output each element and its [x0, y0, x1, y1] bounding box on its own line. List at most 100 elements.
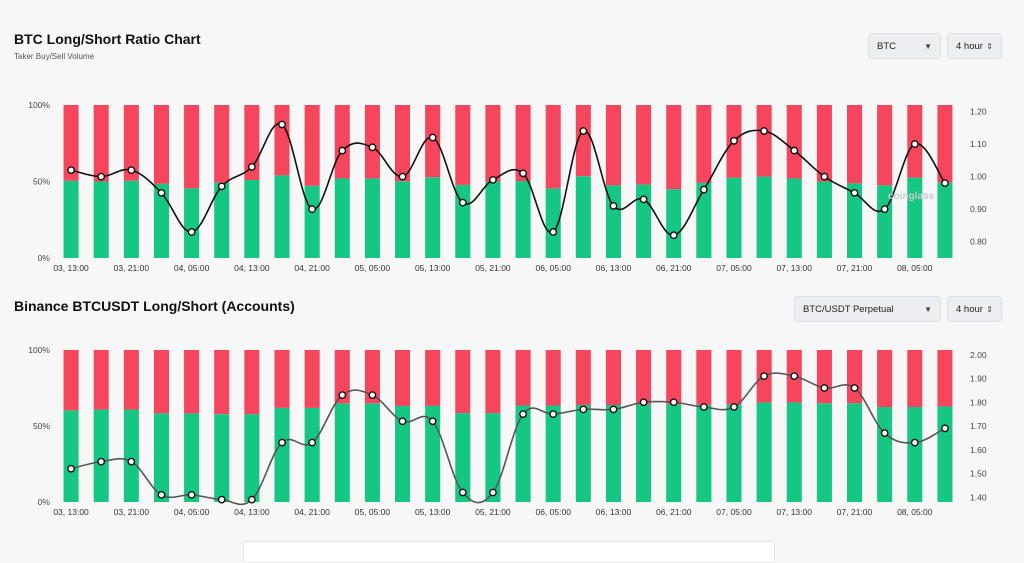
chart2-x-tick: 07, 21:00 — [837, 507, 873, 517]
interval-select-value: 4 hour — [956, 40, 983, 52]
chart2-ratio-point — [519, 410, 527, 419]
chart2-bar-long — [425, 405, 441, 502]
chart1-ratio-point — [157, 188, 166, 197]
chart1-bar-long — [274, 175, 290, 258]
pair-select[interactable]: BTC/USDT Perpetual ▼ — [794, 296, 941, 322]
chart2-ratio-point — [760, 372, 769, 381]
chart1-bar-short — [184, 105, 200, 189]
chart1-bar-short — [153, 105, 169, 184]
chart1-bar-long — [696, 182, 712, 258]
chart1-x-tick: 03, 21:00 — [114, 263, 150, 273]
chart2-bar-short — [907, 350, 923, 407]
chart1-ratio-point — [669, 231, 678, 240]
chart2-ratio-point — [217, 495, 226, 504]
chart1-bar-long — [545, 188, 561, 258]
chart2-bar-long — [696, 404, 712, 502]
chart2-bar-long — [153, 413, 169, 502]
chart1-x-tick: 07, 21:00 — [837, 263, 873, 273]
chart2-bar-long — [937, 406, 953, 502]
chart2-bar-long — [304, 407, 320, 502]
chart1-bar-long — [847, 183, 863, 258]
chart2-bar-long — [123, 409, 139, 502]
chart2-bar-short — [274, 350, 290, 408]
chart2-bar-short — [816, 350, 832, 404]
chart1-x-tick: 06, 13:00 — [596, 263, 632, 273]
chart2-ratio-point — [850, 384, 859, 392]
chart2-bar-long — [847, 403, 863, 502]
chart1-bar-long — [364, 178, 380, 258]
chart2-bar-long — [63, 410, 79, 502]
chart1-bar-short — [545, 105, 561, 189]
chart2-ratio-point — [368, 391, 377, 400]
chart1-left-tick: 100% — [28, 100, 50, 110]
chart1-x-tick: 04, 05:00 — [174, 263, 210, 273]
chart2-ratio-point — [127, 457, 136, 466]
chart2-bar-long — [184, 413, 200, 502]
chart2-ratio-point — [157, 490, 166, 499]
chart1-ratio-point — [880, 205, 889, 214]
chart2-x-tick: 04, 05:00 — [174, 507, 210, 517]
chart2-left-tick: 100% — [28, 345, 50, 355]
chart2-bar-long — [214, 414, 230, 502]
chart1-right-tick: 0.80 — [970, 237, 987, 247]
watermark-logo: coinglass — [888, 191, 935, 202]
chart2-bar-short — [395, 350, 411, 406]
chart1-bar-long — [153, 183, 169, 258]
chart1-bar-short — [847, 105, 863, 184]
chart2-bar-long — [395, 405, 411, 502]
interval-select[interactable]: 4 hour ⇕ — [947, 33, 1002, 59]
chart2-bar-short — [364, 350, 380, 404]
chart1-ratio-point — [127, 166, 136, 175]
chart1-plot: 100% 50% 0% 1.20 1.10 1.00 0.90 0.80 03, 13:00 03… — [28, 100, 987, 273]
chart1-bar-long — [605, 185, 621, 258]
chart2-bar-long — [515, 405, 531, 502]
chart1-bar-short — [485, 105, 501, 182]
chart1-right-tick: 1.00 — [970, 172, 987, 182]
chart1-bar-long — [214, 182, 230, 258]
chart2-bar-long — [364, 403, 380, 502]
chart1-bar-short — [123, 105, 139, 181]
chart1-bar-long — [334, 178, 350, 258]
chart2-bar-long — [545, 405, 561, 502]
chart1-ratio-point — [458, 198, 467, 207]
chart1-subtitle: Taker Buy/Sell Volume — [14, 52, 95, 61]
chart1-ratio-point — [187, 228, 196, 236]
chart1-bar-long — [63, 180, 79, 258]
chart2-right-tick: 1.60 — [970, 445, 987, 455]
chart1-ratio-point — [790, 146, 799, 155]
chart1-bar-short — [515, 105, 531, 182]
coin-select-value: BTC — [877, 40, 896, 52]
chart1-bar-short — [666, 105, 682, 190]
chart1-ratio-point — [338, 146, 347, 155]
chart1-ratio-point — [278, 120, 286, 129]
interval-select-2[interactable]: 4 hour ⇕ — [947, 296, 1002, 322]
chart1-ratio-point — [549, 228, 558, 236]
chart2-bar-short — [726, 350, 742, 405]
coin-select[interactable]: BTC ▼ — [868, 33, 941, 59]
chart2-bar-short — [515, 350, 531, 406]
chart2-ratio-point — [910, 438, 919, 447]
chart1-ratio-point — [217, 182, 226, 191]
chart2-bar-long — [334, 403, 350, 502]
interval-select-2-value: 4 hour — [956, 303, 983, 315]
chart2-ratio-line — [70, 372, 946, 506]
chart2-x-tick: 05, 21:00 — [475, 507, 511, 517]
chart1-bar-long — [816, 181, 832, 258]
chart2-ratio-point — [579, 405, 588, 414]
chart2-bar-short — [636, 350, 652, 405]
chart1-bar-short — [877, 105, 893, 186]
chart1-right-tick: 1.10 — [970, 139, 987, 149]
chart2-x-tick: 07, 13:00 — [777, 507, 813, 517]
chart2-ratio-point — [67, 464, 75, 473]
chevron-down-icon: ▼ — [924, 304, 932, 314]
chart1-bar-short — [455, 105, 471, 185]
updown-icon: ⇕ — [986, 41, 993, 51]
chart2-bar-short — [455, 350, 471, 414]
chart2-x-tick: 05, 13:00 — [415, 507, 451, 517]
chart1-bar-long — [937, 182, 953, 258]
chart1-ratio-point — [910, 140, 919, 148]
chart2-bar-long — [93, 409, 109, 502]
chart1-x-tick: 05, 05:00 — [355, 263, 391, 273]
chart1-bar-short — [605, 105, 621, 186]
